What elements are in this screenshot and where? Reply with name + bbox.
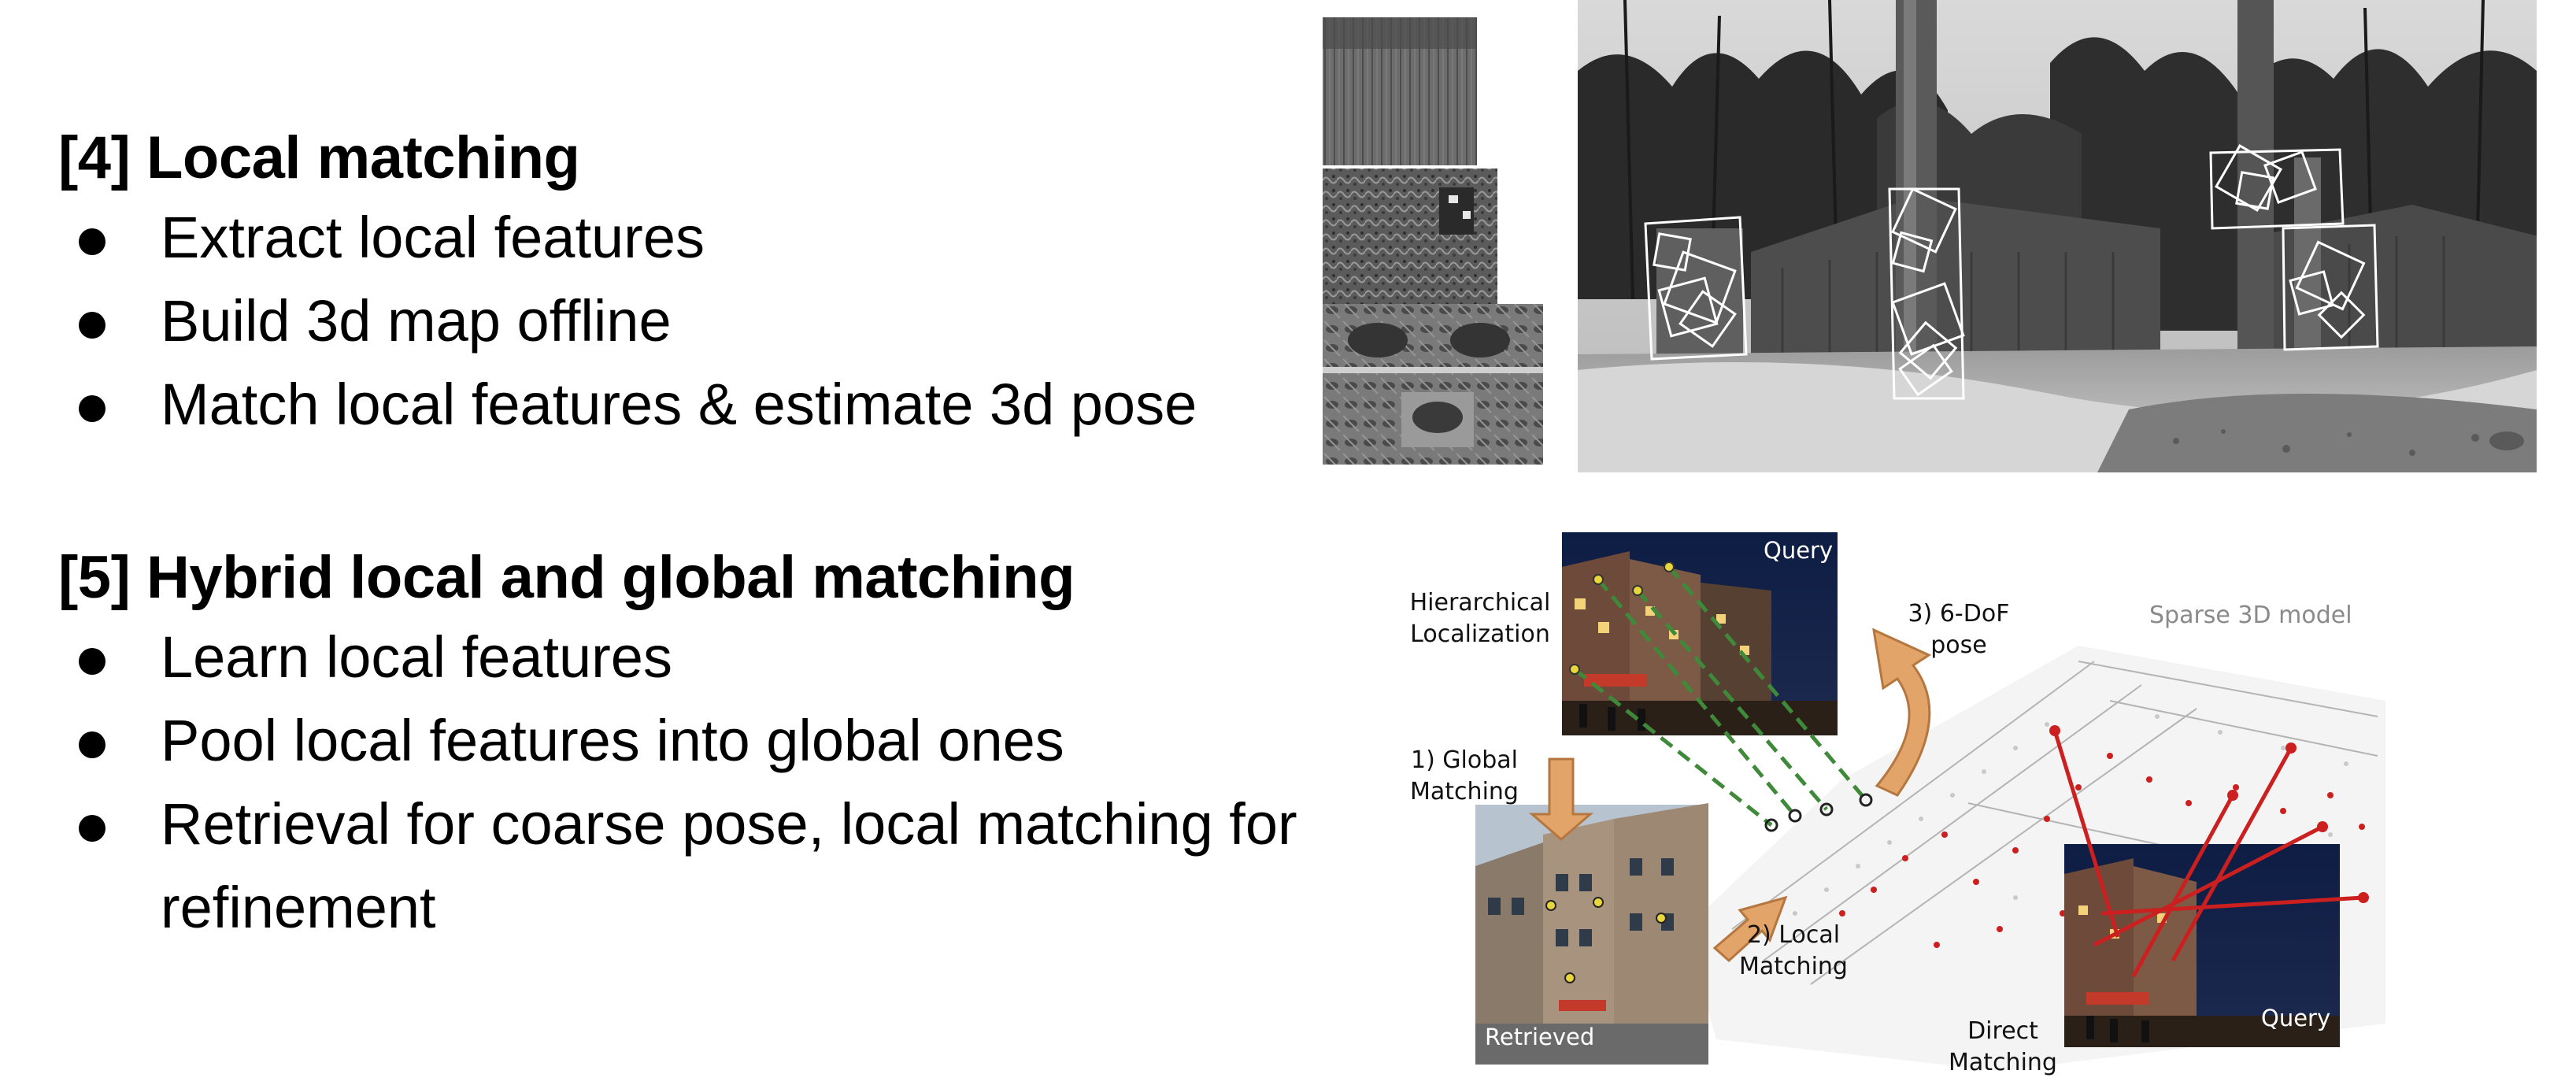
local-matching-heading: [4] Local matching	[58, 124, 580, 191]
list-item: Learn local features	[58, 616, 1357, 699]
hierarchical-localization-label: Hierarchical Localization	[1409, 589, 1551, 648]
totem-scene-figure	[1578, 0, 2538, 472]
totem-scene-image	[1578, 0, 2538, 472]
local-matching-label: 2) Local Matching	[1739, 921, 1848, 980]
bullet-icon	[79, 815, 105, 842]
list-item: Extract local features	[58, 196, 1357, 280]
feature-patches-image	[1323, 17, 1543, 465]
list-item: Match local features & estimate 3d pose	[58, 363, 1357, 446]
bullet-icon	[79, 648, 105, 675]
hierarchical-localization-diagram: Query Retrieved Query Hierarchical Local…	[1401, 520, 2401, 1085]
list-item: Build 3d map offline	[58, 280, 1357, 363]
global-matching-label: 1) Global Matching	[1410, 746, 1519, 805]
local-matching-section: [4] Local matching Extract local feature…	[58, 128, 1357, 446]
pose-label: 3) 6-DoF pose	[1908, 600, 2010, 659]
bullet-icon	[79, 312, 105, 339]
bullet-icon	[79, 228, 105, 255]
sparse-model-label: Sparse 3D model	[2149, 602, 2352, 629]
direct-matching-label: Direct Matching	[1949, 1017, 2057, 1076]
list-item: Pool local features into global ones	[58, 699, 1357, 783]
query-label-bottom: Query	[2261, 1005, 2331, 1031]
hybrid-matching-list: Learn local features Pool local features…	[58, 616, 1357, 950]
list-item: Retrieval for coarse pose, local matchin…	[58, 783, 1357, 950]
bullet-icon	[79, 395, 105, 422]
hybrid-matching-heading: [5] Hybrid local and global matching	[58, 544, 1075, 611]
bullet-icon	[79, 731, 105, 758]
retrieved-label: Retrieved	[1485, 1024, 1595, 1050]
query-label-top: Query	[1764, 537, 1834, 564]
diagram-graphics	[1475, 532, 2385, 1071]
feature-patches-figure	[1323, 17, 1548, 465]
hybrid-matching-section: [5] Hybrid local and global matching Lea…	[58, 548, 1357, 950]
local-matching-list: Extract local features Build 3d map offl…	[58, 196, 1357, 446]
